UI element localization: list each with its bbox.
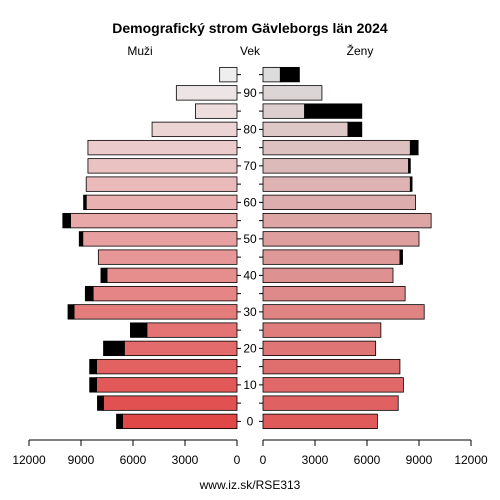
women-bar-65-69 bbox=[262, 176, 411, 192]
men-x-tick-label: 6000 bbox=[120, 453, 147, 467]
men-bar-60-64 bbox=[85, 194, 238, 211]
men-surplus-5-9 bbox=[97, 395, 104, 411]
women-bar-25-29 bbox=[262, 322, 382, 338]
men-surplus-35-39 bbox=[84, 285, 94, 302]
age-tick-label: 40 bbox=[243, 268, 257, 282]
men-bar-75-79 bbox=[87, 139, 238, 156]
men-surplus-40-44 bbox=[100, 267, 108, 284]
women-bar-45-49 bbox=[262, 249, 401, 265]
age-tick-label: 70 bbox=[243, 159, 257, 173]
women-x-tick-label: 3000 bbox=[302, 453, 329, 467]
men-bar-35-39 bbox=[92, 285, 238, 302]
age-tick-label: 0 bbox=[247, 414, 254, 428]
women-surplus-85-89 bbox=[304, 103, 363, 119]
women-bar-40-44 bbox=[262, 267, 394, 284]
women-bar-95+ bbox=[262, 66, 281, 83]
men-bar-55-59 bbox=[70, 212, 238, 229]
women-bar-85-89 bbox=[262, 103, 305, 119]
age-tick-label: 90 bbox=[243, 86, 257, 100]
women-surplus-45-49 bbox=[399, 249, 403, 265]
women-bar-35-39 bbox=[262, 285, 406, 302]
women-bar-75-79 bbox=[262, 139, 411, 156]
men-surplus-25-29 bbox=[129, 322, 148, 338]
men-bar-0-4 bbox=[122, 413, 238, 430]
age-axis: 0 10 20 30 40 50 60 70 80 90 bbox=[237, 74, 263, 428]
men-label: Muži bbox=[127, 44, 152, 58]
age-tick-label: 80 bbox=[243, 122, 257, 136]
women-bar-10-14 bbox=[262, 377, 404, 393]
men-x-tick-label: 0 bbox=[234, 453, 241, 467]
men-bar-10-14 bbox=[96, 377, 238, 393]
age-tick-label: 60 bbox=[243, 195, 257, 209]
women-bar-55-59 bbox=[262, 212, 432, 229]
women-bar-5-9 bbox=[262, 395, 399, 411]
women-x-tick-label: 0 bbox=[260, 453, 267, 467]
men-surplus-15-19 bbox=[89, 358, 97, 375]
women-surplus-70-74 bbox=[408, 158, 411, 174]
men-bar-50-54 bbox=[82, 231, 238, 247]
men-bar-65-69 bbox=[85, 176, 238, 192]
women-bar-70-74 bbox=[262, 158, 410, 174]
women-x-tick-label: 9000 bbox=[406, 453, 433, 467]
x-axes: 12000 0 9000 3000 6000 6000 3000 9000 0 12000 bbox=[12, 439, 488, 467]
age-tick-label: 20 bbox=[243, 341, 257, 355]
men-surplus-0-4 bbox=[116, 413, 123, 430]
women-bar-30-34 bbox=[262, 304, 425, 320]
men-bar-25-29 bbox=[146, 322, 238, 338]
women-x-tick-label: 12000 bbox=[454, 453, 488, 467]
men-surplus-50-54 bbox=[78, 231, 84, 247]
men-bar-95+ bbox=[219, 66, 238, 83]
chart-title: Demografický strom Gävleborgs län 2024 bbox=[112, 20, 388, 36]
men-bar-80-84 bbox=[151, 121, 238, 138]
age-tick-label: 10 bbox=[243, 378, 257, 392]
men-bar-70-74 bbox=[87, 158, 238, 174]
women-bar-50-54 bbox=[262, 231, 420, 247]
men-surplus-20-24 bbox=[103, 340, 125, 357]
women-bar-0-4 bbox=[262, 413, 378, 430]
men-surplus-30-34 bbox=[67, 304, 75, 320]
women-surplus-65-69 bbox=[409, 176, 413, 192]
footer-url: www.iz.sk/RSE313 bbox=[199, 478, 301, 492]
women-surplus-80-84 bbox=[347, 121, 363, 138]
women-bar-20-24 bbox=[262, 340, 377, 357]
men-bars bbox=[62, 66, 238, 430]
men-x-tick-label: 12000 bbox=[12, 453, 46, 467]
women-bars bbox=[262, 66, 432, 430]
men-bar-45-49 bbox=[97, 249, 238, 265]
men-bar-85-89 bbox=[194, 103, 238, 119]
men-surplus-60-64 bbox=[83, 194, 87, 211]
women-surplus-95+ bbox=[279, 66, 300, 83]
age-axis-label: Vek bbox=[240, 44, 261, 58]
men-surplus-10-14 bbox=[89, 377, 97, 393]
men-bar-20-24 bbox=[123, 340, 238, 357]
men-bar-40-44 bbox=[106, 267, 238, 284]
women-bar-60-64 bbox=[262, 194, 416, 211]
men-bar-5-9 bbox=[103, 395, 238, 411]
men-bar-90-94 bbox=[175, 85, 238, 101]
women-bar-80-84 bbox=[262, 121, 349, 138]
women-label: Ženy bbox=[347, 43, 374, 58]
men-bar-15-19 bbox=[96, 358, 238, 375]
age-tick-label: 30 bbox=[243, 305, 257, 319]
women-bar-90-94 bbox=[262, 85, 323, 101]
age-tick-label: 50 bbox=[243, 232, 257, 246]
women-surplus-75-79 bbox=[409, 139, 419, 156]
men-bar-30-34 bbox=[73, 304, 238, 320]
men-x-tick-label: 3000 bbox=[172, 453, 199, 467]
men-x-tick-label: 9000 bbox=[68, 453, 95, 467]
men-surplus-55-59 bbox=[62, 212, 71, 229]
women-bar-15-19 bbox=[262, 358, 401, 375]
women-x-tick-label: 6000 bbox=[354, 453, 381, 467]
